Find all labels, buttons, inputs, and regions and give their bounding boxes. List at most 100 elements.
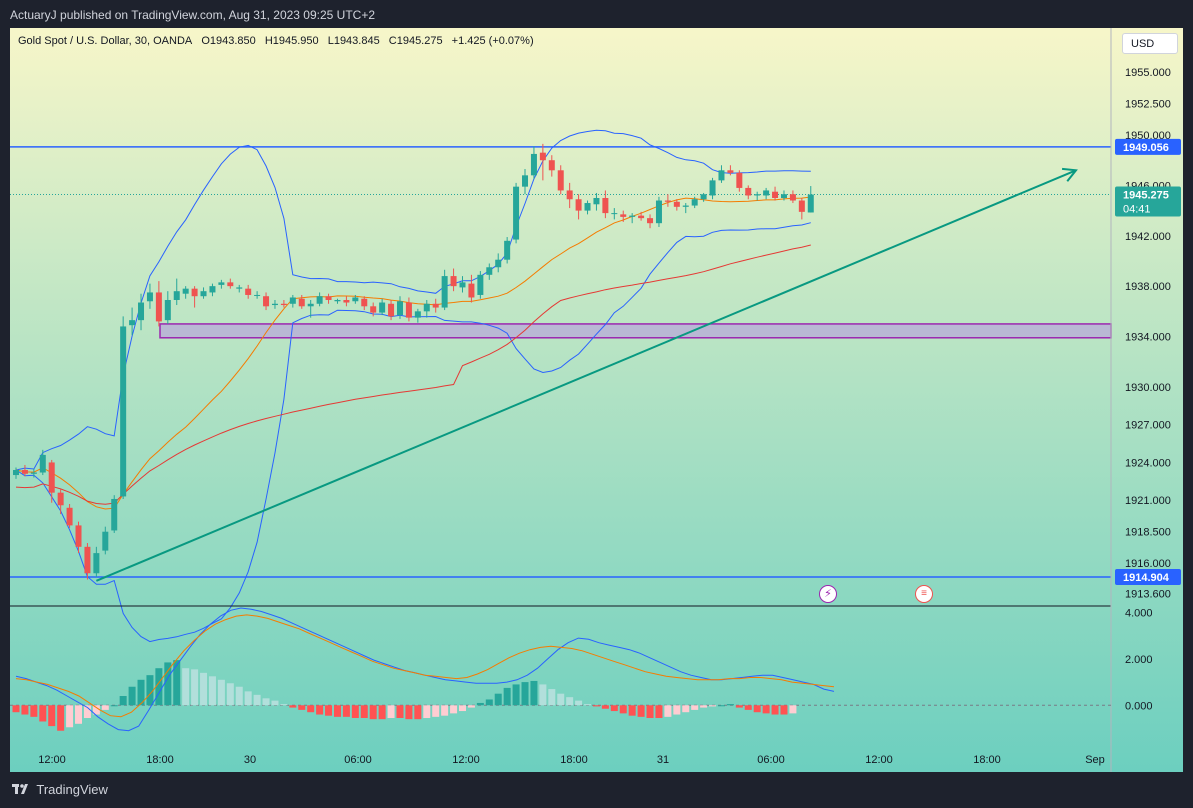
candle-body — [120, 326, 127, 497]
macd-tick-label: 0.000 — [1125, 700, 1153, 712]
ohlc-high: H1945.950 — [264, 35, 319, 47]
candle-body — [334, 300, 341, 302]
candle-body — [647, 218, 654, 224]
macd-histogram-bar — [503, 687, 511, 706]
time-tick-label: Sep — [1085, 754, 1105, 766]
candle-body — [718, 170, 725, 181]
lightning-event-icon[interactable]: ⚡ — [819, 585, 837, 603]
chart-area[interactable]: 4.000 2.000 0.000 1955.000 1952.500 1950.000… — [10, 28, 1183, 772]
macd-histogram-bar — [316, 705, 324, 715]
macd-histogram-bar — [628, 705, 636, 716]
candle-body — [191, 288, 198, 297]
macd-histogram-bar — [655, 705, 663, 718]
candle-body — [468, 283, 475, 298]
candle-body — [727, 170, 734, 173]
ohlc-low: L1943.845 — [327, 35, 380, 47]
macd-histogram-bar — [548, 689, 556, 706]
macd-histogram-bar — [280, 704, 288, 706]
candle-body — [325, 296, 332, 300]
macd-histogram-bar — [575, 700, 583, 706]
candle-body — [780, 194, 787, 198]
macd-histogram-bar — [762, 705, 770, 714]
candle-body — [370, 306, 377, 313]
ohlc-close: C1945.275 — [388, 35, 443, 47]
candle-body — [423, 303, 430, 312]
macd-histogram-bar — [494, 693, 502, 706]
macd-histogram-bar — [92, 705, 100, 715]
hline-badge-lower-bg — [1115, 568, 1181, 585]
macd-histogram-bar — [57, 705, 65, 731]
macd-histogram-bar — [146, 675, 154, 706]
time-tick-label: 12:00 — [452, 754, 480, 766]
currency-button[interactable]: USD — [1122, 33, 1178, 54]
macd-histogram-bar — [307, 705, 315, 713]
price-axis[interactable]: 1955.0001952.5001950.0001946.0001942.000… — [1125, 67, 1171, 600]
candle-body — [450, 276, 457, 287]
candle-body — [682, 205, 689, 207]
hline-badge-lower-label: 1914.904 — [1123, 572, 1170, 584]
price-tick-label: 1942.000 — [1125, 231, 1171, 243]
macd-histogram-bar — [235, 686, 243, 706]
candle-body — [75, 525, 82, 547]
candle-body — [352, 297, 359, 302]
hline-badge-upper-bg — [1115, 138, 1181, 155]
candle-body — [271, 303, 278, 306]
macd-histogram-bar — [333, 705, 341, 717]
candle-body — [84, 546, 91, 574]
macd-histogram-bar — [137, 679, 145, 706]
last-price-badge-label: 1945.275 — [1123, 190, 1169, 202]
macd-histogram-bar — [226, 683, 234, 706]
macd-histogram-bar — [378, 705, 386, 720]
time-tick-label: 18:00 — [973, 754, 1001, 766]
macd-histogram-bar — [789, 705, 797, 714]
macd-histogram-bar — [664, 705, 672, 717]
macd-histogram-bar — [262, 698, 270, 706]
candle-body — [388, 303, 395, 317]
candle-body — [638, 215, 645, 219]
time-axis[interactable]: 12:00 18:00 30 06:00 12:00 18:00 31 06:00 12:00 1… — [38, 754, 1105, 766]
last-price-badge-bg — [1115, 186, 1181, 217]
publisher-info: ActuaryJ published on TradingView.com, A… — [10, 8, 376, 22]
candle-body — [254, 294, 261, 296]
macd-histogram-bar — [467, 705, 475, 708]
price-badges: 1949.056 1914.904 1945.275 04:41 — [1115, 138, 1181, 585]
candle-body — [522, 175, 529, 187]
candle-body — [611, 213, 618, 215]
candle-body — [700, 194, 707, 200]
candle-body — [664, 200, 671, 202]
macd-histogram-bar — [726, 704, 734, 706]
price-tick-label: 1924.000 — [1125, 457, 1171, 469]
candle-body — [504, 240, 511, 260]
macd-histogram-bar — [476, 702, 484, 706]
macd-histogram-bar — [66, 705, 74, 728]
us-flag-event-icon[interactable]: ≡ — [915, 585, 933, 603]
candle-body — [655, 200, 662, 224]
hline-badge-upper-label: 1949.056 — [1123, 142, 1169, 154]
price-tick-label: 1921.000 — [1125, 495, 1171, 507]
macd-histogram-bar — [405, 705, 413, 720]
macd-histogram-bar — [48, 705, 56, 727]
macd-histogram-bar — [637, 705, 645, 717]
macd-histogram-bar — [387, 705, 395, 718]
macd-histogram-bar — [173, 660, 181, 706]
candle-body — [575, 199, 582, 211]
macd-histogram-bar — [753, 705, 761, 713]
macd-histogram-bar — [83, 705, 91, 718]
tradingview-logo-icon — [12, 784, 28, 794]
candle-body — [772, 191, 779, 198]
macd-histogram-bar — [289, 705, 297, 708]
macd-histogram-bar — [191, 669, 199, 706]
price-tick-label: 1934.000 — [1125, 332, 1171, 344]
candle-body — [182, 288, 189, 294]
candle-body — [673, 201, 680, 207]
macd-histogram-bar — [709, 705, 717, 707]
candle-body — [539, 152, 546, 161]
macd-histogram-bar — [682, 705, 690, 713]
time-tick-label: 12:00 — [865, 754, 893, 766]
bollinger-upper-line — [15, 129, 811, 471]
tradingview-logo[interactable]: TradingView — [12, 782, 108, 797]
price-tick-label: 1918.500 — [1125, 527, 1171, 539]
candle-body — [459, 282, 466, 288]
candle-body — [691, 199, 698, 206]
